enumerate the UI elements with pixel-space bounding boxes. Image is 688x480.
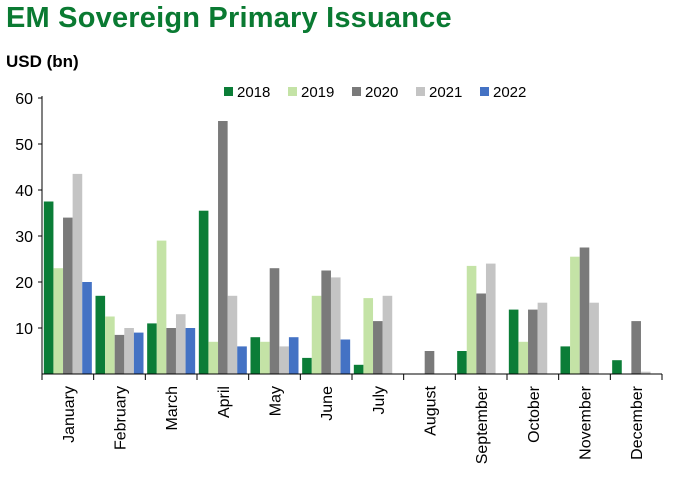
bar-2020-june [321,270,331,374]
bar-2021-july [382,295,393,374]
bar-2020-october [528,309,538,374]
bar-2018-may [250,337,261,374]
bar-2021-october [537,302,548,374]
bar-2019-february [105,316,115,374]
bar-2018-july [353,364,364,374]
bar-2020-december [631,321,641,374]
x-tick-label-may: May [268,386,285,416]
bar-2020-march [166,328,176,374]
x-tick-label-november: November [578,385,595,459]
y-tick-label: 60 [15,91,33,108]
bar-2021-november [589,302,599,374]
bar-2018-march [147,323,157,374]
legend-swatch-2019 [288,87,297,96]
y-tick-label: 50 [15,137,33,154]
bar-2019-july [363,298,374,374]
y-tick-label: 30 [15,229,33,246]
bar-2018-january [43,201,54,374]
bar-2018-december [612,360,622,374]
bar-2021-february [124,328,134,374]
bar-2022-april [237,346,247,374]
bar-2022-february [133,332,144,374]
x-tick-label-january: January [61,386,78,443]
bar-2020-september [476,293,486,374]
x-tick-label-june: June [319,386,336,421]
legend-label-2021: 2021 [429,84,462,101]
legend-swatch-2022 [480,87,489,96]
bar-2021-december [640,371,651,374]
bar-2021-september [485,263,496,374]
bar-2021-april [227,295,238,374]
bar-2018-october [508,309,519,374]
bar-2019-may [260,341,270,374]
y-tick-label: 40 [15,183,33,200]
bar-2018-february [95,295,106,374]
bar-2020-november [579,247,590,374]
legend-swatch-2020 [352,87,361,96]
bar-2021-june [330,277,341,374]
legend-label-2019: 2019 [301,84,334,101]
chart-title: EM Sovereign Primary Issuance [6,2,452,34]
legend-swatch-2018 [224,87,233,96]
bar-2021-march [175,314,186,374]
x-tick-label-december: December [629,385,646,459]
bar-2019-november [570,256,580,374]
bar-2022-may [288,337,299,374]
bar-2018-april [198,210,209,374]
bar-2022-january [82,282,92,374]
x-tick-label-february: February [113,386,130,450]
bar-2019-march [156,240,167,374]
bar-2018-september [457,351,467,374]
bar-2019-april [208,341,219,374]
bar-2020-january [63,217,73,374]
y-axis-unit-label: USD (bn) [6,52,79,71]
x-tick-label-april: April [216,386,233,418]
legend-label-2022: 2022 [493,84,526,101]
bar-2020-may [269,268,280,374]
bar-2020-april [218,121,228,374]
bar-2018-june [302,357,312,374]
y-tick-label: 20 [15,275,33,292]
bar-2018-november [560,346,571,374]
bar-2022-june [340,339,351,374]
bar-2019-june [311,295,322,374]
bar-2020-august [424,351,435,374]
y-tick-label: 10 [15,321,33,338]
bar-2022-march [185,328,196,374]
x-tick-label-october: October [526,385,543,443]
bar-2019-october [518,341,529,374]
bar-2021-may [279,346,289,374]
bar-2020-february [114,334,125,374]
legend-label-2020: 2020 [365,84,398,101]
legend-swatch-2021 [416,87,425,96]
bar-2021-january [72,173,83,374]
bar-2019-september [466,265,477,374]
x-tick-label-september: September [474,385,491,464]
bar-2020-july [373,321,383,374]
x-tick-label-march: March [164,386,181,430]
bar-2019-january [53,268,64,374]
legend-label-2018: 2018 [237,84,270,101]
x-tick-label-august: August [423,385,440,435]
x-tick-label-july: July [371,386,388,414]
